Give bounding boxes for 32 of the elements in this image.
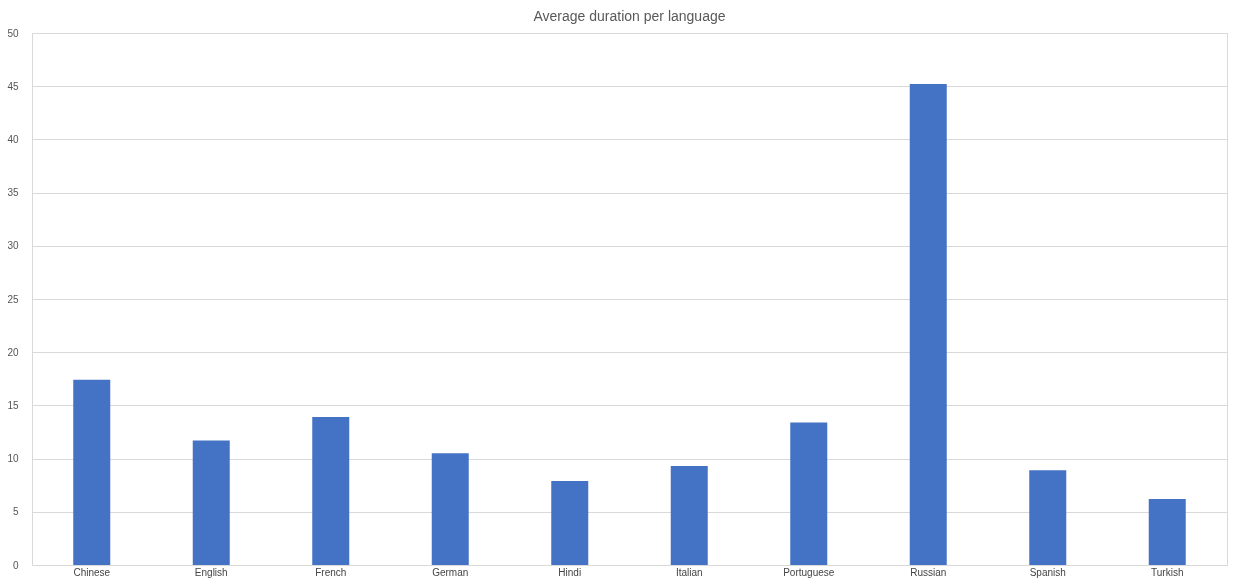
y-tick-label: 15 (7, 399, 19, 411)
bar (1148, 499, 1186, 565)
y-tick-label: 10 (7, 453, 19, 465)
bar (551, 480, 589, 565)
bar (312, 417, 350, 565)
bar (790, 422, 828, 565)
chart-title: Average duration per language (533, 8, 726, 24)
y-tick-label: 30 (7, 240, 19, 252)
x-tick-label: Russian (910, 566, 947, 578)
y-tick-label: 0 (12, 559, 19, 571)
y-tick-label: 50 (7, 27, 19, 39)
bar (670, 466, 708, 565)
x-tick-label: Turkish (1151, 566, 1184, 578)
y-tick-label: 20 (7, 346, 19, 358)
x-tick-label: Spanish (1029, 566, 1066, 578)
x-tick-label: Hindi (558, 566, 582, 578)
bar (1029, 470, 1067, 565)
bar (431, 453, 469, 565)
y-tick-label: 35 (7, 187, 19, 199)
x-tick-label: English (194, 566, 228, 578)
y-tick-label: 5 (12, 506, 19, 518)
x-tick-label: Chinese (73, 566, 111, 578)
y-tick-label: 25 (7, 293, 19, 305)
bar (192, 440, 230, 565)
x-tick-label: Italian (675, 566, 703, 578)
bar (73, 379, 111, 565)
y-tick-label: 45 (7, 80, 19, 92)
y-tick-label: 40 (7, 133, 19, 145)
x-tick-label: French (315, 566, 347, 578)
x-tick-label: German (432, 566, 469, 578)
bar (909, 84, 947, 565)
x-tick-label: Portuguese (783, 566, 835, 578)
